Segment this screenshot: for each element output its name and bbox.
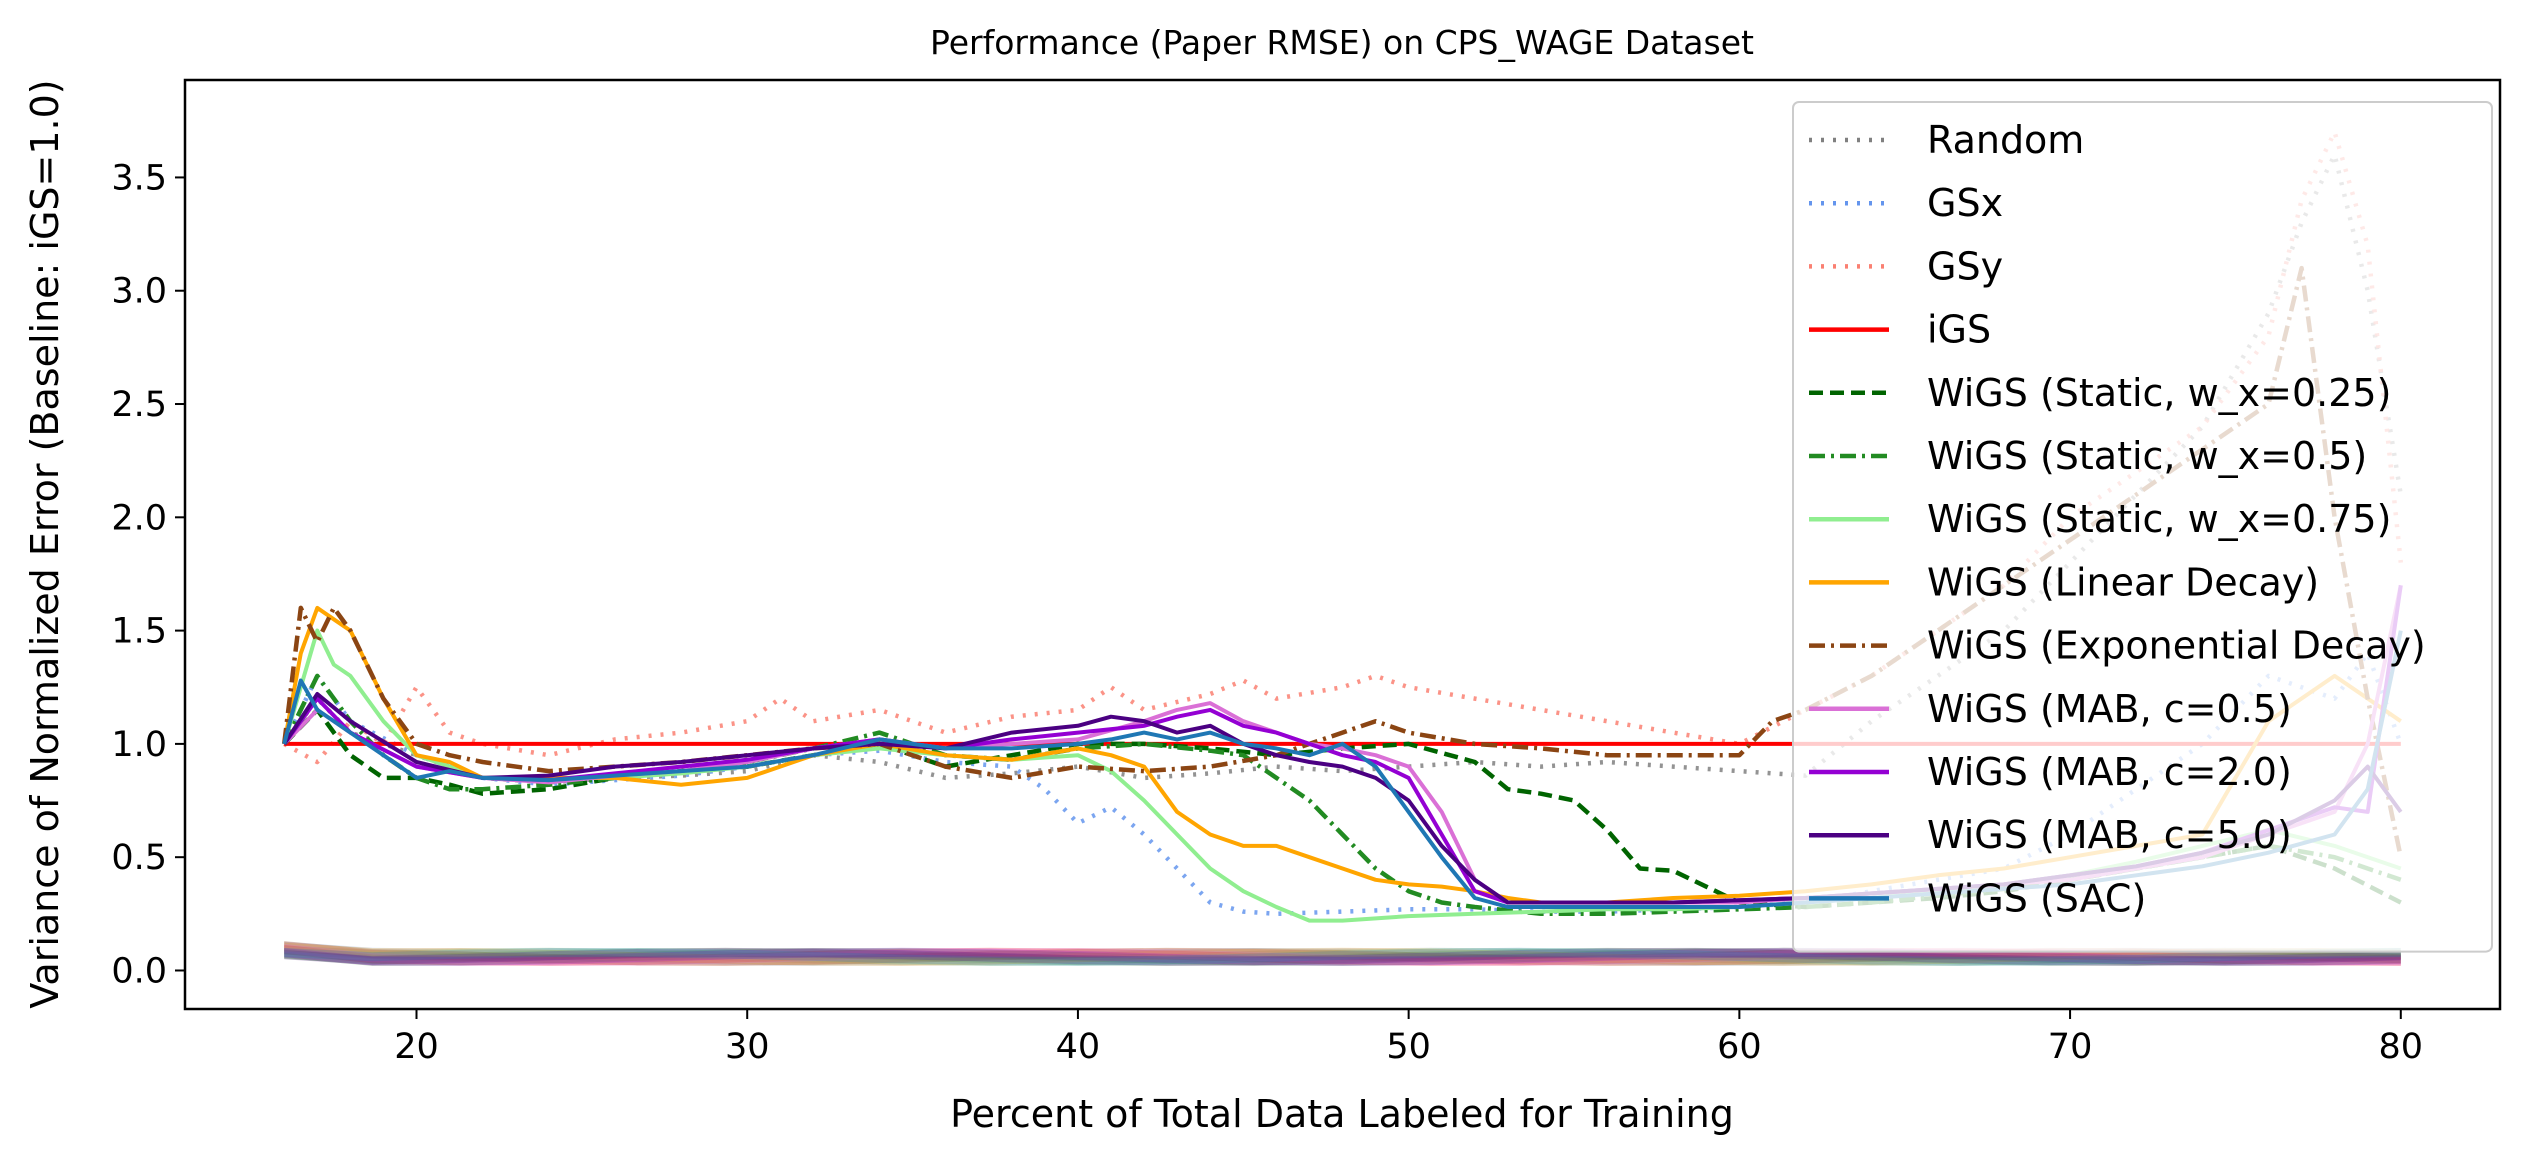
y-tick-label: 1.0 [111,725,167,765]
y-tick-label: 0.0 [111,951,167,991]
variance-band [284,941,2401,966]
legend-label: WiGS (Static, w_x=0.75) [1927,497,2391,541]
variance-band [284,941,2401,966]
x-tick-label: 60 [1717,1027,1762,1067]
x-tick-label: 30 [725,1027,770,1067]
x-axis-label: Percent of Total Data Labeled for Traini… [950,1092,1734,1136]
y-tick-label: 3.0 [111,272,167,312]
x-tick-label: 70 [2048,1027,2093,1067]
legend-label: GSx [1927,181,2003,225]
legend-label: WiGS (SAC) [1927,876,2146,920]
x-axis: 20 30 40 50 60 70 80 [394,1009,2423,1067]
legend-label: iGS [1927,308,1991,352]
y-tick-label: 3.5 [111,158,167,198]
y-axis-label: Variance of Normalized Error (Baseline: … [23,79,67,1008]
legend-label: WiGS (Linear Decay) [1927,560,2319,604]
variance-band [284,947,2401,966]
y-tick-label: 1.5 [111,612,167,652]
variance-band [284,942,2401,966]
x-tick-label: 80 [2379,1027,2424,1067]
y-tick-label: 0.5 [111,838,167,878]
variance-band [284,946,2401,966]
variance-band [284,945,2401,966]
chart-title: Performance (Paper RMSE) on CPS_WAGE Dat… [930,23,1754,62]
legend-label: WiGS (MAB, c=0.5) [1927,687,2292,731]
legend-label: GSy [1927,244,2003,288]
variance-band [284,941,2401,966]
legend-label: WiGS (Exponential Decay) [1927,624,2426,668]
series-line [282,651,2403,917]
legend: Random GSx GSy iGS WiGS (Static, w_x=0.25) Wi… [1792,101,2493,953]
y-tick-label: 2.0 [111,498,167,538]
y-axis: 0.0 0.5 1.0 1.5 2.0 2.5 3.0 3.5 [111,158,185,991]
plot-frame [183,78,2502,1011]
legend-label: WiGS (MAB, c=2.0) [1927,750,2292,794]
y-tick-label: 2.5 [111,385,167,425]
legend-label: Random [1927,118,2084,162]
legend-box [1792,101,2493,953]
x-tick-label: 20 [394,1027,439,1067]
variance-band [284,947,2401,966]
x-tick-label: 50 [1386,1027,1431,1067]
legend-label: WiGS (MAB, c=5.0) [1927,813,2292,857]
x-tick-label: 40 [1056,1027,1101,1067]
legend-label: WiGS (Static, w_x=0.5) [1927,434,2367,478]
legend-label: WiGS (Static, w_x=0.25) [1927,371,2391,415]
